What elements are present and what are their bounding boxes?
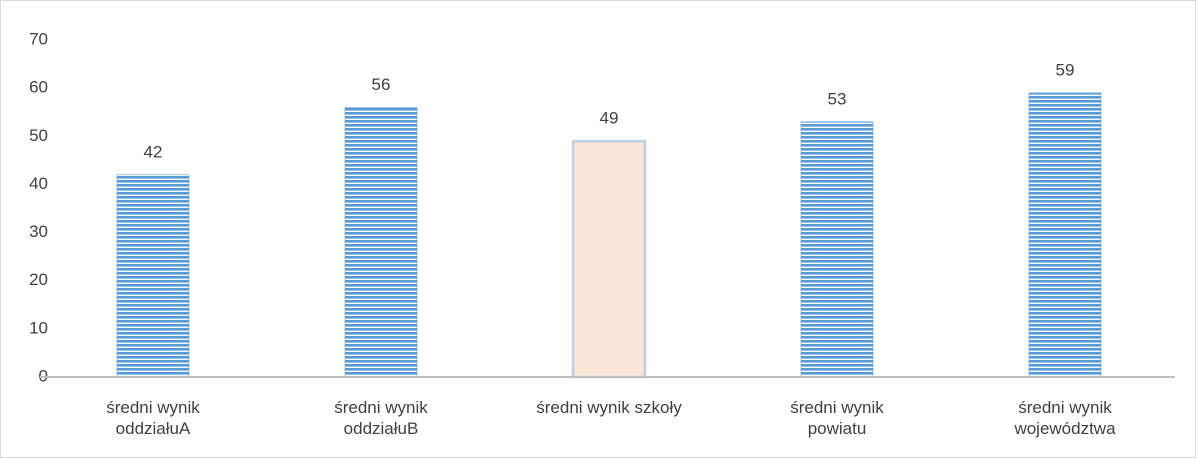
x-tick-label: średni wynik oddziałuA bbox=[106, 398, 200, 438]
data-label: 49 bbox=[600, 109, 619, 128]
y-tick-label: 20 bbox=[29, 270, 48, 289]
bar bbox=[800, 121, 874, 378]
y-tick-label: 30 bbox=[29, 222, 48, 241]
data-label: 56 bbox=[372, 75, 391, 94]
data-label: 42 bbox=[144, 142, 163, 161]
y-tick-label: 50 bbox=[29, 126, 48, 145]
bar bbox=[1028, 92, 1102, 378]
x-tick-label: średni wynik powiatu bbox=[790, 398, 884, 438]
bar bbox=[344, 107, 418, 378]
y-tick-label: 70 bbox=[29, 29, 48, 48]
y-tick-label: 40 bbox=[29, 174, 48, 193]
y-tick-label: 0 bbox=[39, 366, 48, 385]
data-label: 53 bbox=[828, 89, 847, 108]
x-tick-label: średni wynik szkoły bbox=[536, 398, 682, 417]
data-label: 59 bbox=[1056, 60, 1075, 79]
y-tick-label: 10 bbox=[29, 318, 48, 337]
x-tick-label: średni wynik oddziałuB bbox=[334, 398, 428, 438]
x-tick-label: średni wynik województwa bbox=[1014, 398, 1116, 438]
bar bbox=[571, 139, 647, 379]
y-tick-label: 60 bbox=[29, 78, 48, 97]
bar bbox=[116, 174, 190, 378]
